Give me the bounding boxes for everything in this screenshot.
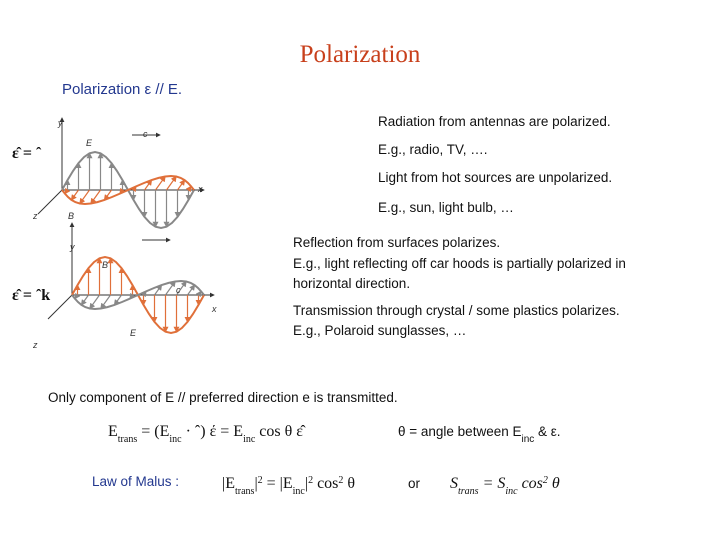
note: horizontal direction. <box>293 276 410 291</box>
field-arrow <box>80 294 89 306</box>
note: E.g., radio, TV, …. <box>378 142 488 157</box>
equation-part: | <box>254 475 257 492</box>
equation-part: |E <box>222 475 235 492</box>
equation-part: 2 <box>338 475 343 486</box>
axis-label: y <box>57 118 63 128</box>
equation-part: inc <box>521 434 534 445</box>
malus-label: Law of Malus : <box>92 474 179 489</box>
axis-label: z <box>32 340 38 350</box>
equation-part: cos <box>313 475 338 492</box>
field-arrow <box>103 189 112 201</box>
equation-part: trans <box>118 434 138 445</box>
subtitle: Polarization ε // E. <box>62 81 182 98</box>
wave <box>71 279 205 311</box>
or: or <box>408 476 421 491</box>
field-arrow <box>187 284 196 296</box>
equation-part: 2 <box>543 475 548 486</box>
intensity-equation: Strans = Sinc cos2 θ <box>450 475 560 497</box>
axis <box>47 294 73 320</box>
equation-part: θ = angle between E <box>398 424 521 439</box>
field-arrow <box>155 175 166 191</box>
field-arrow <box>89 294 100 310</box>
equation-part: inc <box>169 434 182 445</box>
equation-part: cos <box>518 475 543 492</box>
field-arrow <box>79 189 90 205</box>
axis-label: x <box>211 304 217 314</box>
field-arrow <box>70 189 79 201</box>
statement: Only component of E // preferred directi… <box>48 390 398 405</box>
axis-label: B <box>68 211 74 221</box>
axis-label: B <box>102 260 108 270</box>
axis-label: x <box>197 184 203 194</box>
equation-part: 2 <box>258 475 263 486</box>
axis-label: y <box>69 242 75 252</box>
field-arrow <box>177 179 186 191</box>
field-arrow <box>113 294 122 306</box>
wave <box>61 174 195 206</box>
angle-note: θ = angle between Einc & ε. <box>398 424 561 445</box>
polarization-vector: ε̂ = ˆ <box>12 145 42 162</box>
equation-part: trans <box>458 486 479 497</box>
equation-part: & ε. <box>534 424 560 439</box>
field-arrow <box>144 179 153 191</box>
note: Reflection from surfaces polarizes. <box>293 235 500 250</box>
polarization-vector: ε̂ = ˆk <box>12 287 50 304</box>
equation-part: inc <box>293 486 306 497</box>
axis <box>37 189 63 215</box>
equation-part: θ <box>343 475 355 492</box>
equation: Etrans = (Einc · ˆ) έ = Einc cos θ ε̂ <box>108 423 306 445</box>
equation-part: inc <box>243 434 256 445</box>
note: E.g., sun, light bulb, … <box>378 200 514 215</box>
figures: y Ec x z Bε̂ = ˆ y Bc x z Eε̂ = ˆk <box>12 117 217 350</box>
equation-part: trans <box>235 486 255 497</box>
axis-label: c <box>143 129 148 139</box>
note: Light from hot sources are unpolarized. <box>378 170 612 185</box>
equation-part: = |E <box>263 475 293 492</box>
note: E.g., light reflecting off car hoods is … <box>293 256 626 271</box>
equation-part: = S <box>479 475 506 492</box>
field-arrow <box>154 284 163 296</box>
equation-part: 2 <box>308 475 313 486</box>
axis-label: E <box>130 328 137 338</box>
field-arrow <box>100 294 111 310</box>
note: Transmission through crystal / some plas… <box>293 303 620 318</box>
equation-part: S <box>450 475 458 492</box>
equation-part: θ <box>548 475 560 492</box>
equation-part: cos θ ε̂ <box>255 423 306 440</box>
title: Polarization <box>300 41 421 68</box>
axis-label: E <box>86 138 93 148</box>
axis-label: z <box>32 211 38 221</box>
note: Radiation from antennas are polarized. <box>378 114 611 129</box>
equation-part: E <box>108 423 118 440</box>
equation-part: | <box>305 475 308 492</box>
note: E.g., Polaroid sunglasses, … <box>293 323 466 338</box>
field-arrow <box>165 280 176 296</box>
axis-label: c <box>176 285 181 295</box>
field-arrow <box>176 280 187 296</box>
equation-part: = (E <box>137 423 169 440</box>
malus-equation: |Etrans|2 = |Einc|2 cos2 θ <box>222 475 355 497</box>
equation-part: inc <box>505 486 518 497</box>
field-arrow <box>166 175 177 191</box>
equation-part: · ˆ) έ = E <box>182 423 244 440</box>
field-arrow <box>90 189 101 205</box>
